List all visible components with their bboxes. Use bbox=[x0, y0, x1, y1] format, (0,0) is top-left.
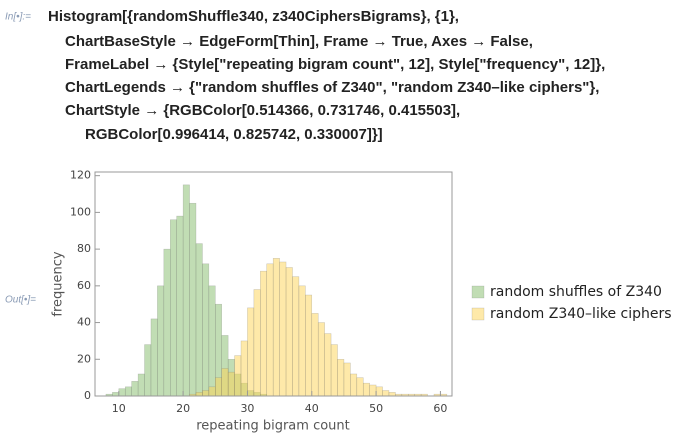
histogram-bar bbox=[382, 390, 390, 397]
frame bbox=[94, 171, 453, 397]
histogram-bar bbox=[118, 388, 126, 397]
histogram-bar bbox=[260, 270, 267, 397]
histogram-bar bbox=[272, 258, 280, 397]
histogram-bar bbox=[356, 377, 364, 397]
histogram-bar bbox=[369, 384, 377, 397]
code-line: ChartBaseStyle → EdgeForm[Thin], Frame →… bbox=[65, 33, 533, 50]
histogram-bar bbox=[234, 355, 242, 397]
input-label: In[•]:= bbox=[5, 12, 31, 23]
histogram-bar bbox=[298, 285, 306, 397]
histogram-bar bbox=[388, 392, 396, 397]
histogram-bar bbox=[227, 371, 235, 397]
histogram-bar bbox=[208, 386, 216, 397]
histogram-bar bbox=[195, 243, 203, 397]
histogram-bar bbox=[208, 285, 216, 397]
y-tick-label: 0 bbox=[84, 389, 91, 402]
y-tick-label: 80 bbox=[77, 242, 91, 255]
code-line: ChartStyle → {RGBColor[0.514366, 0.73174… bbox=[65, 102, 460, 119]
histogram-bar bbox=[182, 184, 190, 397]
histogram-bar bbox=[157, 285, 165, 397]
x-tick-label: 20 bbox=[176, 402, 190, 415]
y-axis-label: frequency bbox=[51, 251, 66, 317]
code-line: Histogram[{randomShuffle340, z340Ciphers… bbox=[48, 8, 459, 25]
x-tick-label: 10 bbox=[112, 402, 126, 415]
histogram-bar bbox=[350, 373, 358, 397]
y-tick-label: 100 bbox=[70, 205, 91, 218]
histogram-bar bbox=[131, 381, 139, 397]
x-axis-label: repeating bigram count bbox=[196, 419, 350, 434]
legend-swatch bbox=[471, 285, 485, 299]
histogram-bar bbox=[163, 248, 171, 397]
histogram-bar bbox=[285, 267, 293, 397]
y-tick-label: 60 bbox=[77, 279, 91, 292]
y-tick-label: 120 bbox=[70, 169, 91, 182]
code-line: FrameLabel → {Style["repeating bigram co… bbox=[65, 56, 605, 73]
histogram-bar bbox=[279, 261, 287, 397]
legend-label: random Z340–like ciphers bbox=[490, 306, 672, 322]
histogram-bar bbox=[311, 313, 319, 397]
legend-swatch bbox=[471, 307, 485, 321]
histogram-bar bbox=[215, 377, 222, 397]
x-tick-label: 50 bbox=[369, 402, 383, 415]
histogram-bar bbox=[195, 392, 203, 397]
histogram-bar bbox=[317, 322, 325, 397]
histogram-bar bbox=[176, 215, 184, 397]
code-line: ChartLegends → {"random shuffles of Z340… bbox=[65, 79, 599, 96]
x-tick-label: 40 bbox=[305, 402, 319, 415]
histogram-bar bbox=[202, 263, 210, 397]
code-line: RGBColor[0.996414, 0.825742, 0.330007]}] bbox=[85, 126, 383, 143]
histogram-bar bbox=[375, 386, 383, 397]
x-tick-label: 60 bbox=[433, 402, 447, 415]
histogram-bar bbox=[202, 390, 210, 397]
histogram-bar bbox=[124, 386, 132, 397]
histogram-bar bbox=[150, 318, 158, 397]
histogram-bar bbox=[266, 263, 274, 397]
legend-label: random shuffles of Z340 bbox=[490, 284, 662, 300]
histogram-bar bbox=[170, 219, 177, 397]
histogram-bar bbox=[362, 382, 370, 397]
histogram-bar bbox=[253, 289, 261, 397]
histogram-bar bbox=[137, 373, 145, 397]
histogram-bar bbox=[337, 359, 345, 397]
histogram-bar bbox=[221, 368, 229, 397]
y-tick-label: 20 bbox=[77, 352, 91, 365]
histogram-bar bbox=[330, 344, 338, 397]
histogram-bar bbox=[324, 333, 332, 397]
histogram-bar bbox=[144, 344, 152, 397]
histogram-bar bbox=[189, 202, 197, 397]
y-tick-label: 40 bbox=[77, 316, 91, 329]
histogram-bar bbox=[305, 294, 313, 397]
histogram-bar bbox=[247, 307, 255, 397]
histogram-bar bbox=[343, 362, 351, 397]
histogram-bar bbox=[112, 392, 120, 397]
histogram-bar bbox=[292, 276, 300, 397]
output-label: Out[•]= bbox=[5, 295, 36, 306]
x-tick-label: 30 bbox=[240, 402, 254, 415]
histogram-bar bbox=[240, 340, 248, 397]
